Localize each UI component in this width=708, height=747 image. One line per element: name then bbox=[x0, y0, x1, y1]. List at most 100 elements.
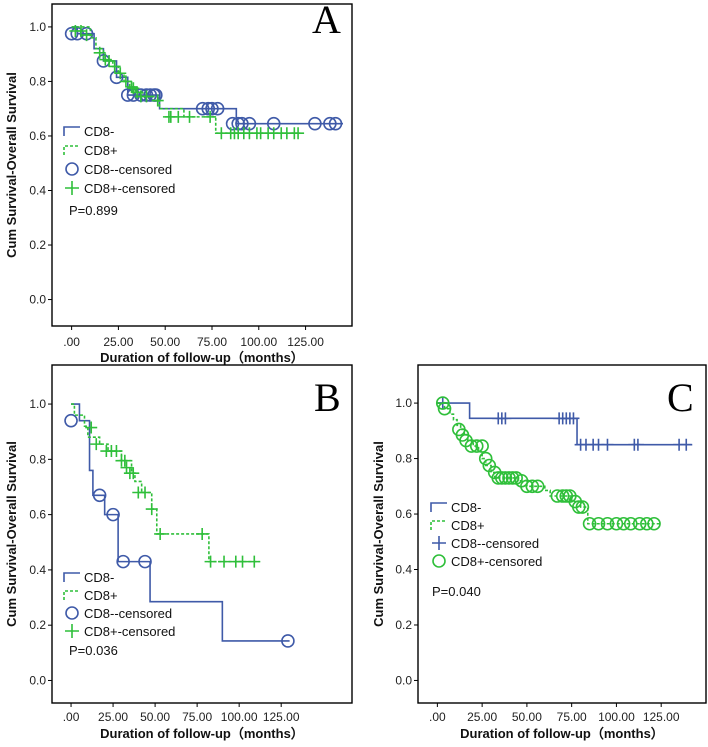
panel-c: 0.0 0.2 0.4 0.6 0.8 1.0 .00 25.00 50.00 75.00 100.… bbox=[371, 364, 707, 741]
legend-label: CD8--censored bbox=[84, 162, 172, 177]
censor-mark-cd8-minus bbox=[109, 70, 124, 85]
y-tick-label: 1.0 bbox=[395, 396, 412, 410]
p-value: P=0.040 bbox=[432, 584, 481, 599]
censor-mark-cd8-plus bbox=[498, 471, 513, 485]
censor-mark-cd8-plus bbox=[118, 454, 131, 467]
legend-label: CD8--censored bbox=[84, 606, 172, 621]
censor-mark-cd8-plus bbox=[110, 445, 123, 458]
x-tick-label: 125.00 bbox=[643, 710, 680, 724]
legend-label: CD8+-censored bbox=[451, 554, 542, 569]
legend-swatch-line bbox=[63, 590, 80, 600]
legend-label: CD8- bbox=[84, 124, 114, 139]
y-tick-label: 0.0 bbox=[395, 673, 412, 687]
censor-mark-cd8-plus bbox=[114, 67, 127, 80]
panel-letter: C bbox=[667, 375, 694, 420]
censor-mark-cd8-plus bbox=[591, 516, 606, 531]
legend-swatch-circle bbox=[65, 606, 79, 620]
censor-mark-cd8-plus bbox=[640, 516, 654, 531]
legend-swatch-plus bbox=[432, 536, 446, 550]
x-axis-title: Duration of follow-up（months） bbox=[100, 726, 304, 741]
legend-swatch-line bbox=[430, 502, 447, 512]
legend-label: CD8- bbox=[84, 570, 114, 585]
x-tick-label: 75.00 bbox=[182, 710, 212, 724]
x-tick-label: 50.00 bbox=[140, 710, 170, 724]
panel-frame bbox=[51, 3, 353, 327]
y-tick-label: 0.0 bbox=[29, 673, 46, 687]
censor-mark-cd8-plus bbox=[575, 500, 590, 514]
censor-mark-cd8-plus bbox=[93, 46, 106, 59]
x-tick-label: .00 bbox=[429, 710, 446, 724]
censor-mark-cd8-minus bbox=[323, 116, 337, 131]
censor-mark-cd8-minus bbox=[116, 554, 130, 569]
censor-mark-cd8-plus bbox=[469, 439, 484, 453]
x-tick-label: 50.00 bbox=[150, 335, 180, 349]
y-tick-label: 1.0 bbox=[29, 397, 46, 411]
censor-mark-cd8-plus bbox=[632, 516, 647, 531]
censor-mark-cd8-minus bbox=[631, 438, 644, 451]
y-tick-label: 0.2 bbox=[395, 618, 412, 632]
censor-mark-cd8-minus bbox=[210, 101, 225, 116]
y-tick-label: 0.8 bbox=[395, 452, 412, 466]
legend-item: CD8--censored bbox=[65, 162, 172, 177]
legend-item: CD8+-censored bbox=[432, 554, 542, 569]
y-tick-label: 0.6 bbox=[29, 129, 46, 143]
legend-label: CD8+ bbox=[84, 588, 118, 603]
censor-mark-cd8-plus bbox=[236, 555, 249, 568]
censor-mark-cd8-plus bbox=[125, 80, 138, 93]
censor-mark-cd8-minus bbox=[308, 116, 322, 131]
censor-mark-cd8-minus bbox=[138, 554, 152, 569]
series-line-cd8-plus bbox=[71, 26, 300, 135]
legend-swatch-line bbox=[63, 126, 80, 136]
censor-mark-cd8-plus bbox=[623, 516, 638, 531]
y-tick-label: 0.4 bbox=[29, 563, 46, 577]
legend-label: CD8- bbox=[451, 500, 481, 515]
x-tick-label: 25.00 bbox=[103, 335, 133, 349]
y-tick-label: 0.6 bbox=[29, 508, 46, 522]
x-tick-label: 100.00 bbox=[598, 710, 635, 724]
legend-item: CD8+-censored bbox=[65, 624, 175, 639]
y-tick-label: 0.4 bbox=[395, 563, 412, 577]
censor-mark-cd8-plus bbox=[204, 555, 217, 568]
legend-label: CD8+ bbox=[451, 518, 485, 533]
y-tick-label: 0.8 bbox=[29, 74, 46, 88]
censor-mark-cd8-minus bbox=[92, 488, 107, 503]
censor-mark-cd8-minus bbox=[235, 116, 249, 131]
censor-mark-cd8-plus bbox=[495, 471, 509, 485]
censor-mark-cd8-plus bbox=[151, 94, 164, 107]
y-tick-label: 0.2 bbox=[29, 618, 46, 632]
legend-item: CD8- bbox=[430, 500, 481, 515]
x-tick-label: 100.00 bbox=[221, 710, 258, 724]
series-line-cd8-minus bbox=[71, 26, 343, 125]
censor-mark-cd8-plus bbox=[491, 471, 506, 485]
censor-mark-cd8-plus bbox=[172, 110, 185, 123]
censor-mark-cd8-plus bbox=[647, 516, 661, 531]
legend-swatch-line bbox=[63, 572, 80, 582]
legend: CD8- CD8+ CD8--censored CD8+-censored bbox=[430, 500, 542, 569]
censor-mark-cd8-plus bbox=[609, 516, 624, 531]
censor-mark-cd8-plus bbox=[505, 471, 520, 485]
censor-mark-cd8-plus bbox=[183, 110, 196, 123]
legend-item: CD8+ bbox=[63, 588, 118, 603]
p-value: P=0.899 bbox=[69, 203, 118, 218]
y-axis-title: Cum Survival-Overall Survival bbox=[4, 72, 19, 258]
censor-mark-cd8-minus bbox=[601, 438, 614, 451]
y-axis-title: Cum Survival-Overall Survival bbox=[4, 441, 19, 627]
censor-mark-cd8-plus bbox=[475, 439, 489, 453]
panel-letter: B bbox=[314, 375, 341, 420]
censor-mark-cd8-plus bbox=[145, 503, 158, 516]
legend-swatch-plus bbox=[65, 181, 79, 195]
legend-label: CD8+-censored bbox=[84, 181, 175, 196]
censor-mark-cd8-minus bbox=[201, 101, 216, 116]
censor-mark-cd8-plus bbox=[119, 75, 132, 88]
y-tick-label: 0.4 bbox=[29, 183, 46, 197]
legend-swatch-plus bbox=[65, 624, 79, 638]
censor-mark-cd8-minus bbox=[567, 412, 580, 425]
censor-mark-cd8-plus bbox=[85, 421, 98, 434]
x-tick-label: .00 bbox=[63, 335, 80, 349]
panel-b: 0.0 0.2 0.4 0.6 0.8 1.0 .00 25.00 50.00 75.00 100.… bbox=[4, 364, 353, 741]
x-tick-label: 75.00 bbox=[197, 335, 227, 349]
panel-letter: A bbox=[312, 0, 341, 42]
y-tick-label: 0.0 bbox=[29, 293, 46, 307]
censor-mark-cd8-plus bbox=[530, 479, 545, 494]
